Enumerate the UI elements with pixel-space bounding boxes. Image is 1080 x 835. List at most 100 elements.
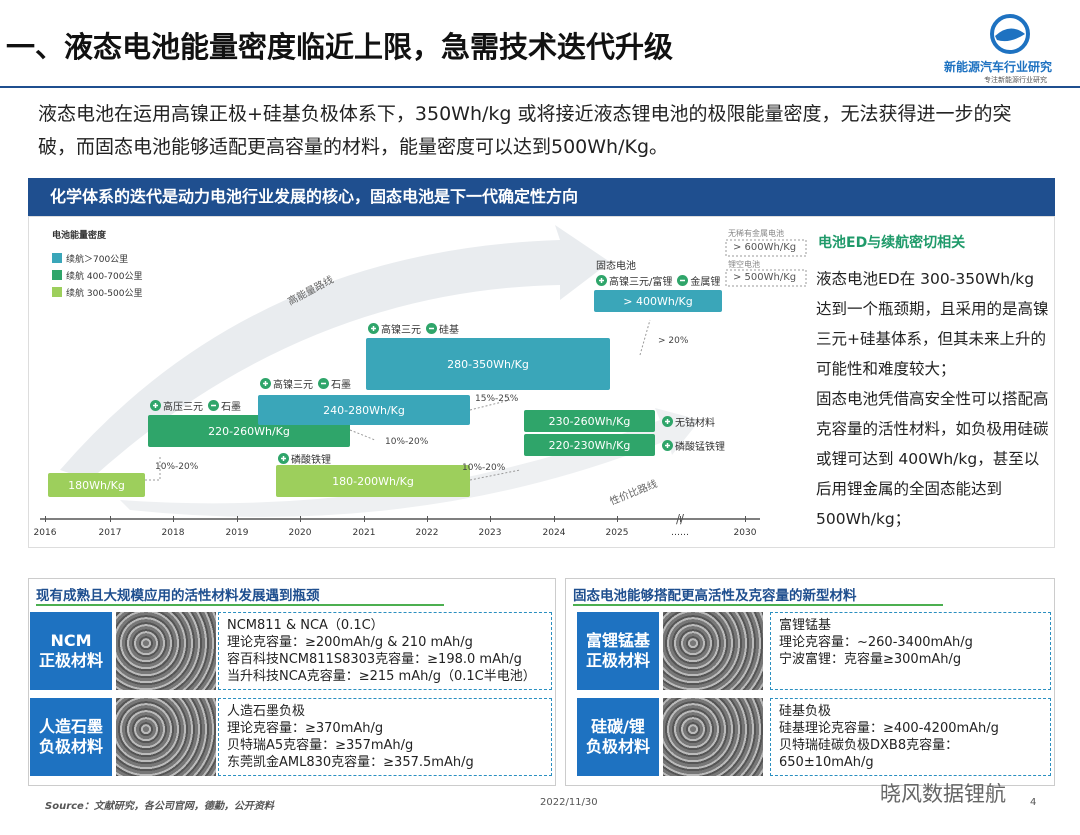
legend-swatch [52, 270, 62, 280]
future-value: > 600Wh/Kg [733, 242, 797, 253]
growth-label: 10%-20% [155, 462, 199, 472]
side-heading: 电池ED与续航密切相关 [818, 235, 966, 251]
tag-text: 高镍三元 [381, 325, 421, 336]
text-line: 理论克容量：≥370mAh/g [227, 721, 384, 736]
growth-arrow [469, 469, 521, 481]
legend-label: 续航 400-700公里 [66, 272, 143, 282]
watermark: 晓风数据锂航 [880, 782, 1006, 806]
source: Source：文献研究，各公司官网，德勤，公开资料 [45, 801, 274, 812]
axis-tick [427, 516, 428, 522]
energy-box: 280-350Wh/Kg [366, 338, 610, 390]
minus-icon [677, 275, 689, 286]
growth-arrow [639, 319, 651, 356]
panel [28, 578, 556, 786]
year-label: 2024 [542, 528, 566, 538]
solid-state-label: 固态电池 [596, 261, 636, 272]
legend-item: 续航＞700公里 [52, 252, 128, 265]
minus-icon [426, 323, 437, 334]
year-label: 2030 [733, 528, 757, 538]
year-label: 2018 [161, 528, 185, 538]
material-tag: 高镍三元 石墨 [260, 376, 351, 391]
axis-tick [237, 516, 238, 522]
legend-item: 续航 300-500公里 [52, 286, 142, 299]
tag-text: 无钴材料 [675, 418, 715, 429]
axis-tick [680, 516, 681, 522]
material-text: 硅基负极 硅基理论克容量：≥400-4200mAh/g 贝特瑞硅碳负极DXB8克容量… [770, 698, 1051, 776]
year-label: 2017 [98, 528, 122, 538]
growth-arrow [469, 399, 511, 411]
year-label: 2016 [33, 528, 57, 538]
text-line: 贝特瑞A5克容量：≥357mAh/g [227, 738, 414, 753]
tag-text: 硅基 [439, 325, 459, 336]
panel [565, 578, 1055, 786]
future-box [725, 239, 807, 257]
text-line: 宁波富锂：克容量≥300mAh/g [779, 652, 962, 667]
future-name: 锂空电池 [728, 260, 760, 269]
text-line: 理论克容量：≥200mAh/g & 210 mAh/g [227, 635, 473, 650]
material-label: 硅碳/锂 负极材料 [577, 698, 659, 776]
plus-icon [662, 416, 673, 427]
legend-swatch [52, 253, 62, 263]
text-line: 当升科技NCA克容量：≥215 mAh/g（0.1C半电池） [227, 669, 536, 684]
logo-name: 新能源汽车行业研究 [944, 60, 1053, 74]
axis-tick [745, 516, 746, 522]
plus-icon [278, 453, 289, 464]
panel-title: 现有成熟且大规模应用的活性材料发展遇到瓶颈 [36, 588, 320, 604]
label-line: 正极材料 [38, 651, 103, 670]
label-line: 负极材料 [585, 737, 650, 756]
material-image [663, 698, 763, 776]
material-text: 富锂锰基理论克容量：~260-3400mAh/g 宁波富锂：克容量≥300mAh/… [770, 612, 1051, 690]
axis-tick [617, 516, 618, 522]
axis-tick [110, 516, 111, 522]
text-line: 富锂锰基 [779, 618, 832, 633]
axis-tick [364, 516, 365, 522]
energy-box: 240-280Wh/Kg [258, 395, 470, 425]
label-line: 硅碳/锂 [591, 717, 645, 736]
plus-icon [662, 440, 673, 451]
side-paragraph: 固态电池凭借高安全性可以搭配高克容量的活性材料，如负极用硅碳或锂可达到 400W… [816, 390, 1049, 528]
material-tag: 无钴材料 [662, 414, 718, 429]
intro: 液态电池在运用高镍正极+硅基负极体系下，350Wh/kg 或将接近液态锂电池的极… [38, 103, 1012, 158]
energy-box: > 400Wh/Kg [594, 290, 722, 312]
plus-icon [368, 323, 379, 334]
text-line: 容百科技NCM811S8303克容量：≥198.0 mAh/g [227, 652, 522, 667]
material-text: 人造石墨负极 理论克容量：≥370mAh/g 贝特瑞A5克容量：≥357mAh/g 东… [218, 698, 552, 776]
plus-icon [596, 275, 607, 286]
label-line: NCM [50, 631, 92, 650]
material-text: NCM811 & NCA（0.1C） 理论克容量：≥200mAh/g & 210 … [218, 612, 552, 690]
legend-swatch [52, 287, 62, 297]
material-tag: 高压三元 石墨 [150, 398, 241, 413]
text-line: 650±10mAh/g [779, 755, 874, 770]
axis-tick [554, 516, 555, 522]
axis-tick [45, 516, 46, 522]
diagram-title: 化学体系的迭代是动力电池行业发展的核心，固态电池是下一代确定性方向 [28, 178, 1055, 216]
tag-text: 石墨 [331, 380, 351, 391]
legend-label: 续航 300-500公里 [66, 289, 143, 299]
year-label: 2022 [415, 528, 439, 538]
axis-tick [490, 516, 491, 522]
material-tag: 磷酸铁锂 [278, 451, 334, 466]
material-tag: 高镍三元 硅基 [368, 321, 459, 336]
panel-title-rule [36, 604, 444, 606]
material-image [116, 612, 216, 690]
energy-box: 180Wh/Kg [48, 473, 145, 497]
logo-tagline: 专注新能源行业研究 [984, 76, 1047, 84]
future-box [725, 269, 807, 287]
label-line: 人造石墨 [38, 717, 103, 736]
material-tag: 高镍三元/富锂 金属锂 [596, 273, 720, 288]
year-label: 2021 [352, 528, 376, 538]
route-arrow [60, 225, 610, 480]
text-line: 理论克容量：~260-3400mAh/g [779, 635, 973, 650]
growth-label: 10%-20% [462, 463, 506, 473]
growth-label: 10%-20% [385, 437, 429, 447]
minus-icon [208, 400, 219, 411]
text-line: 贝特瑞硅碳负极DXB8克容量： [779, 738, 959, 753]
growth-label: 15%-25% [475, 394, 519, 404]
logo-icon [990, 14, 1030, 54]
tag-text: 高镍三元 [273, 380, 313, 391]
tag-text: 高压三元 [163, 402, 203, 413]
side-text: 液态电池ED在 300-350Wh/kg 达到一个瓶颈期，且采用的是高镍三元+硅… [816, 264, 1052, 534]
future-value: > 500Wh/Kg [733, 272, 797, 283]
text-line: 硅基负极 [779, 704, 832, 719]
